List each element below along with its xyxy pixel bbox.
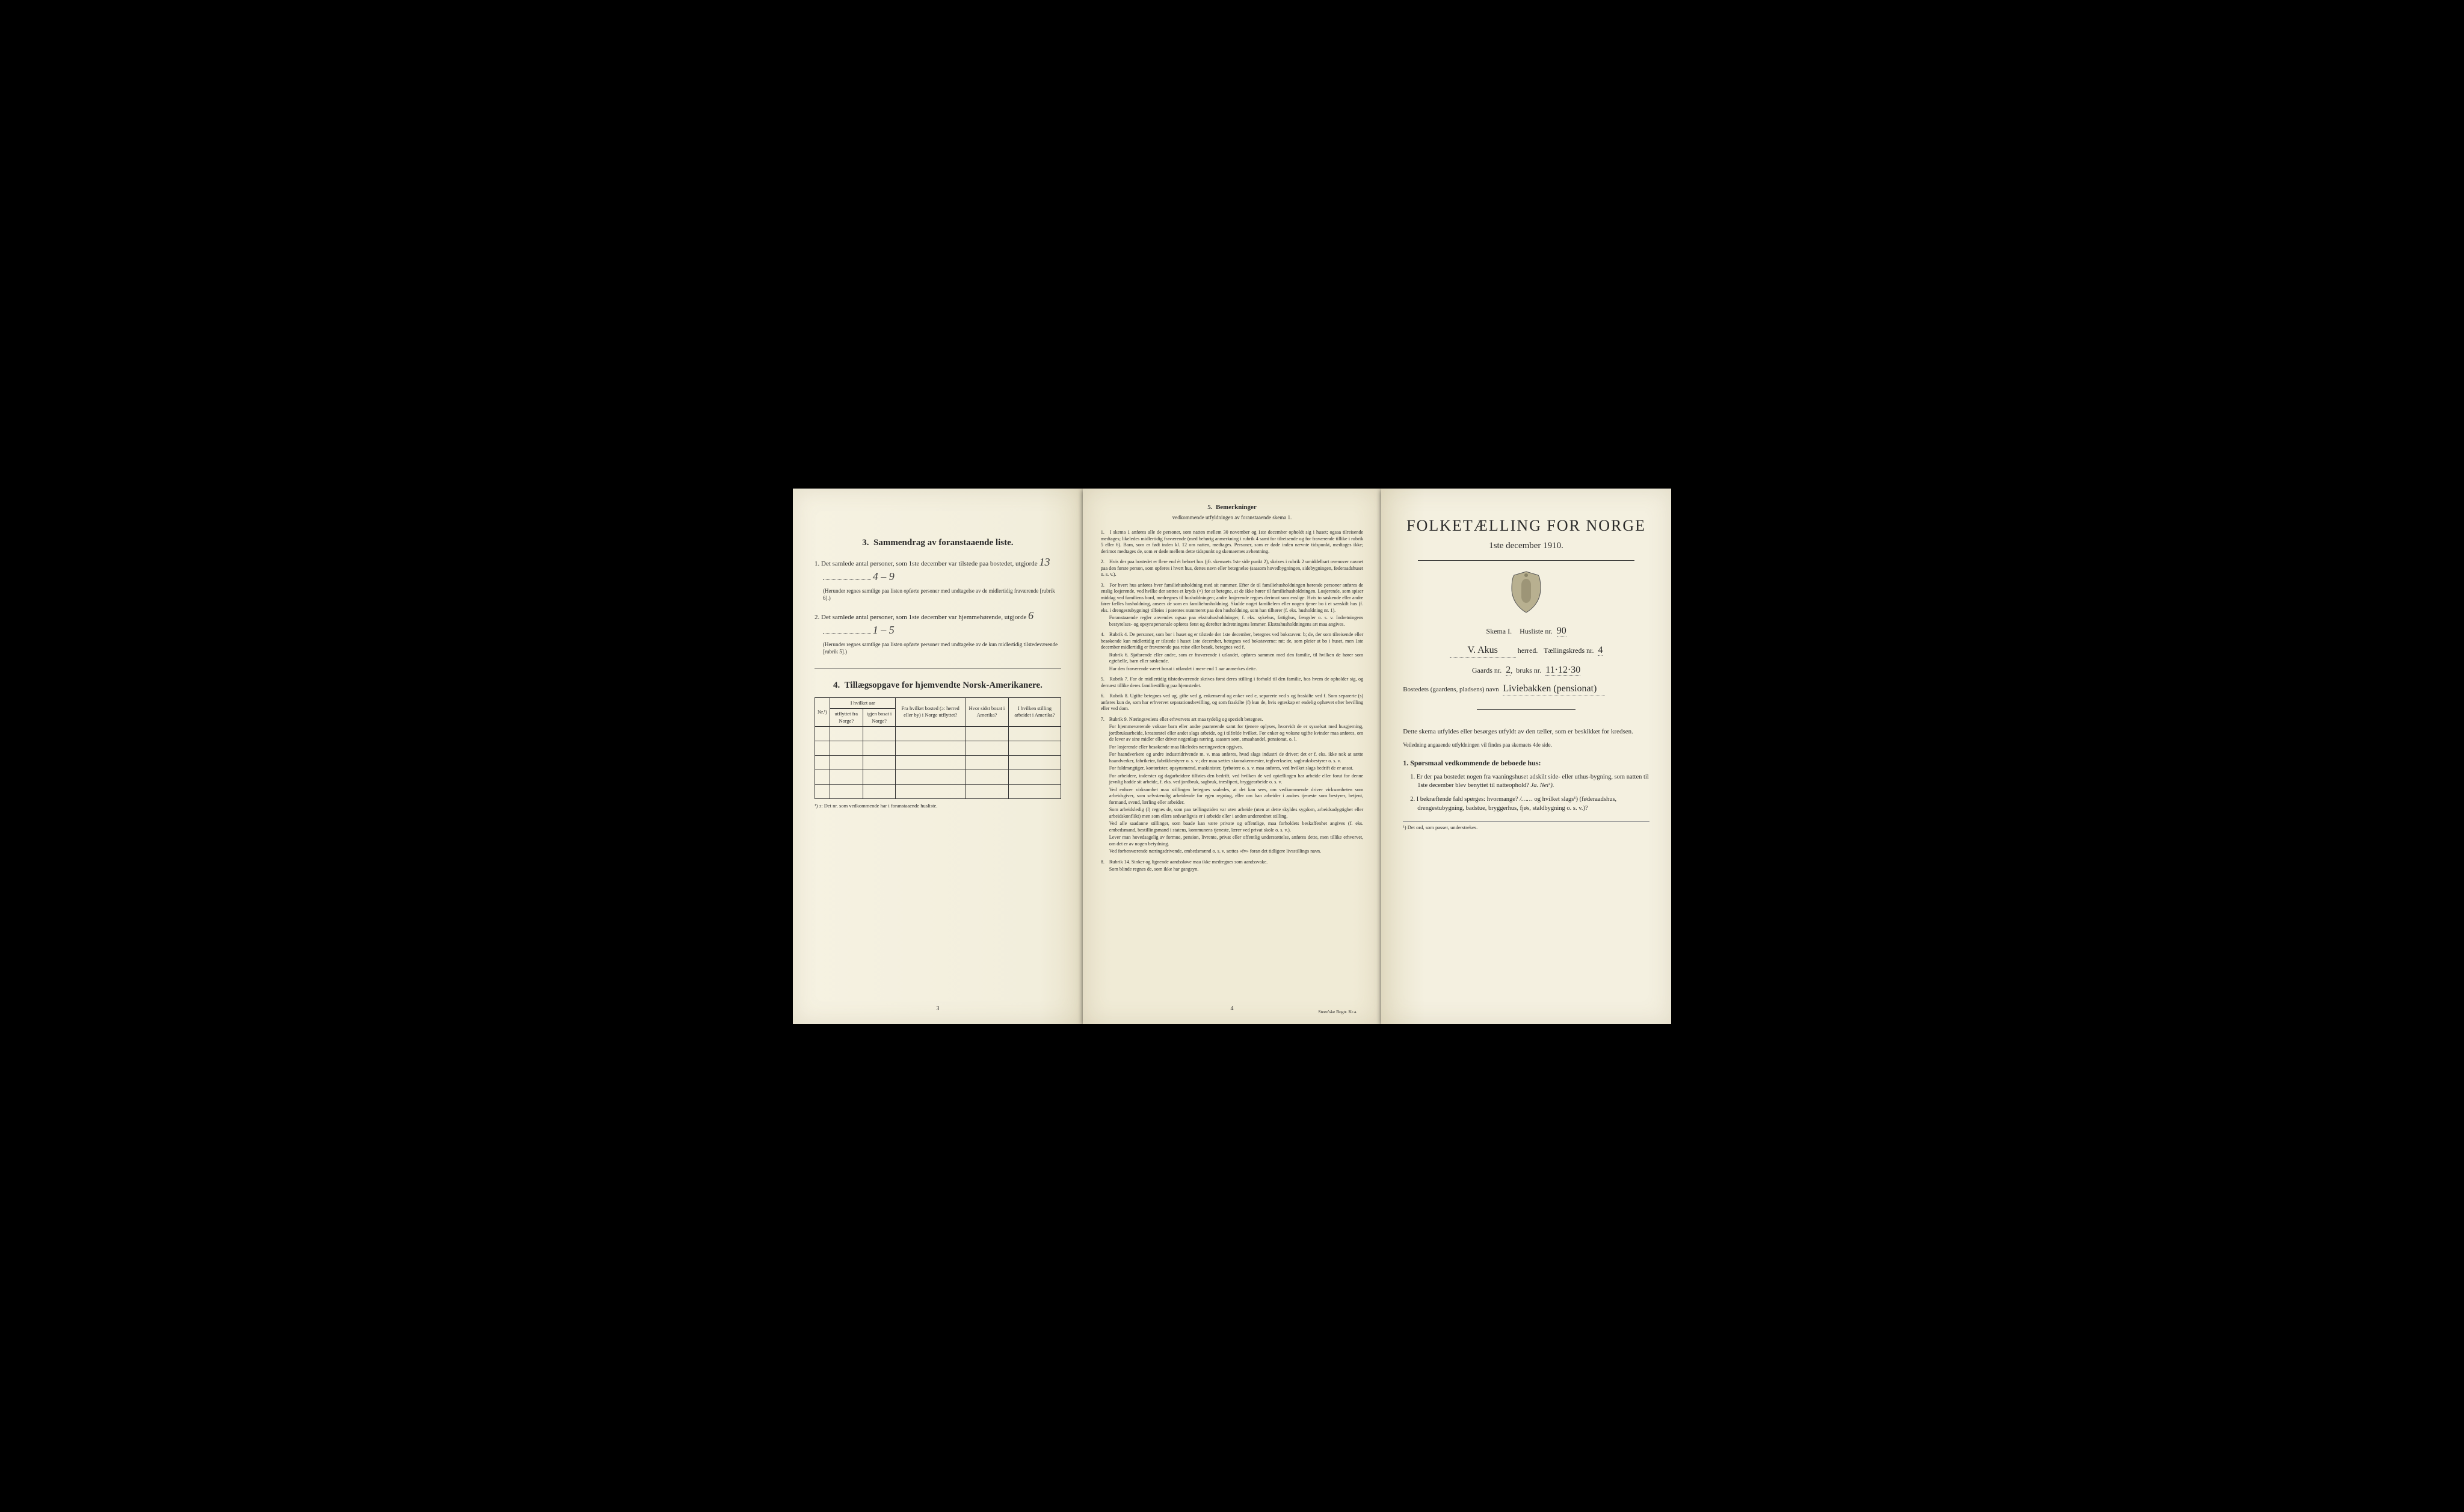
th-where: Hvor sidst bosat i Amerika? <box>965 697 1008 726</box>
emigrant-table: Nr.¹) I hvilket aar Fra hvilket bosted (… <box>815 697 1061 799</box>
emigrant-tbody <box>815 727 1061 799</box>
th-nr: Nr.¹) <box>815 697 830 726</box>
remark-item: 4. Rubrik 4. De personer, som bor i huse… <box>1101 632 1363 672</box>
page-1-cover: FOLKETÆLLING FOR NORGE 1ste december 191… <box>1381 489 1671 1024</box>
gaards-row: Gaards nr. 2, bruks nr. 11·12·30 <box>1403 664 1649 677</box>
th-year: I hvilket aar <box>830 697 896 708</box>
section4-heading: 4. Tillægsopgave for hjemvendte Norsk-Am… <box>815 679 1061 691</box>
remark-item: 2. Hvis der paa bostedet er flere end ét… <box>1101 559 1363 578</box>
kreds-nr: 4 <box>1598 645 1603 656</box>
instruction-sub: Veiledning angaaende utfyldningen vil fi… <box>1403 741 1649 748</box>
census-date: 1ste december 1910. <box>1403 540 1649 552</box>
coat-of-arms-icon <box>1403 570 1649 617</box>
q1-handwritten-a: 13 <box>1039 556 1050 568</box>
dwelling-q1: 1. Er der paa bostedet nogen fra vaaning… <box>1410 773 1649 791</box>
th-emigrated: utflyttet fra Norge? <box>830 709 863 727</box>
th-position: I hvilken stilling arbeidet i Amerika? <box>1008 697 1061 726</box>
instruction-text: Dette skema utfyldes eller besørges utfy… <box>1403 727 1649 737</box>
q2-handwritten-a: 6 <box>1028 609 1033 622</box>
remark-item: 8. Rubrik 14. Sinker og lignende aandssl… <box>1101 859 1363 873</box>
section3-heading: 3. Sammendrag av foranstaaende liste. <box>815 537 1061 549</box>
husliste-nr: 90 <box>1557 626 1566 637</box>
right-footnote: ¹) Det ord, som passer, understrekes. <box>1403 821 1649 831</box>
remark-item: 1. I skema 1 anføres alle de personer, s… <box>1101 529 1363 555</box>
remark-item: 3. For hvert hus anføres hver familiehus… <box>1101 582 1363 628</box>
section5-heading: 5. Bemerkninger <box>1101 503 1363 512</box>
q2-note: (Herunder regnes samtlige paa listen opf… <box>815 641 1061 655</box>
th-returned: igjen bosat i Norge? <box>863 709 896 727</box>
page-4: 5. Bemerkninger vedkommende utfyldningen… <box>1083 489 1381 1024</box>
section1-heading: 1. Spørsmaal vedkommende de beboede hus: <box>1403 758 1649 768</box>
question-2: 2. Det samlede antal personer, som 1ste … <box>815 608 1061 638</box>
herred-row: V. Akus herred. Tællingskreds nr. 4 <box>1403 644 1649 658</box>
dwelling-questions: 1. Er der paa bostedet nogen fra vaaning… <box>1403 773 1649 813</box>
remark-item: 6. Rubrik 8. Ugifte betegnes ved ug, gif… <box>1101 693 1363 712</box>
page-number-3: 3 <box>936 1005 939 1013</box>
schema-row: Skema I. Husliste nr. 90 <box>1403 625 1649 638</box>
document-spread: 3. Sammendrag av foranstaaende liste. 1.… <box>793 489 1671 1024</box>
table-footnote: ¹) ɔ: Det nr. som vedkommende har i fora… <box>815 803 1061 809</box>
q2-handwritten-b: 1 – 5 <box>873 624 895 636</box>
gaards-nr: 2 <box>1506 665 1511 676</box>
bosted-row: Bostedets (gaardens, pladsens) navn Livi… <box>1403 682 1649 696</box>
remark-item: 5. Rubrik 7. For de midlertidig tilstede… <box>1101 676 1363 689</box>
dwelling-q2: 2. I bekræftende fald spørges: hvormange… <box>1410 795 1649 813</box>
bruks-nr: 11·12·30 <box>1545 665 1580 676</box>
title-rule <box>1418 560 1635 561</box>
remarks-list: 1. I skema 1 anføres alle de personer, s… <box>1101 529 1363 873</box>
printer-imprint: Steen'ske Bogtr. Kr.a. <box>1318 1009 1357 1015</box>
question-1: 1. Det samlede antal personer, som 1ste … <box>815 555 1061 584</box>
herred-name: V. Akus <box>1467 645 1497 655</box>
bosted-name: Liviebakken (pensionat) <box>1503 683 1597 694</box>
section5-sub: vedkommende utfyldningen av foranstaaend… <box>1101 514 1363 521</box>
census-title: FOLKETÆLLING FOR NORGE <box>1403 515 1649 536</box>
page-number-4: 4 <box>1230 1005 1233 1013</box>
page-3: 3. Sammendrag av foranstaaende liste. 1.… <box>793 489 1083 1024</box>
q1-handwritten-b: 4 – 9 <box>873 570 895 582</box>
th-from: Fra hvilket bosted (ɔ: herred eller by) … <box>896 697 965 726</box>
remark-item: 7. Rubrik 9. Næringsveiens eller erhverv… <box>1101 717 1363 855</box>
q1-note: (Herunder regnes samtlige paa listen opf… <box>815 587 1061 602</box>
